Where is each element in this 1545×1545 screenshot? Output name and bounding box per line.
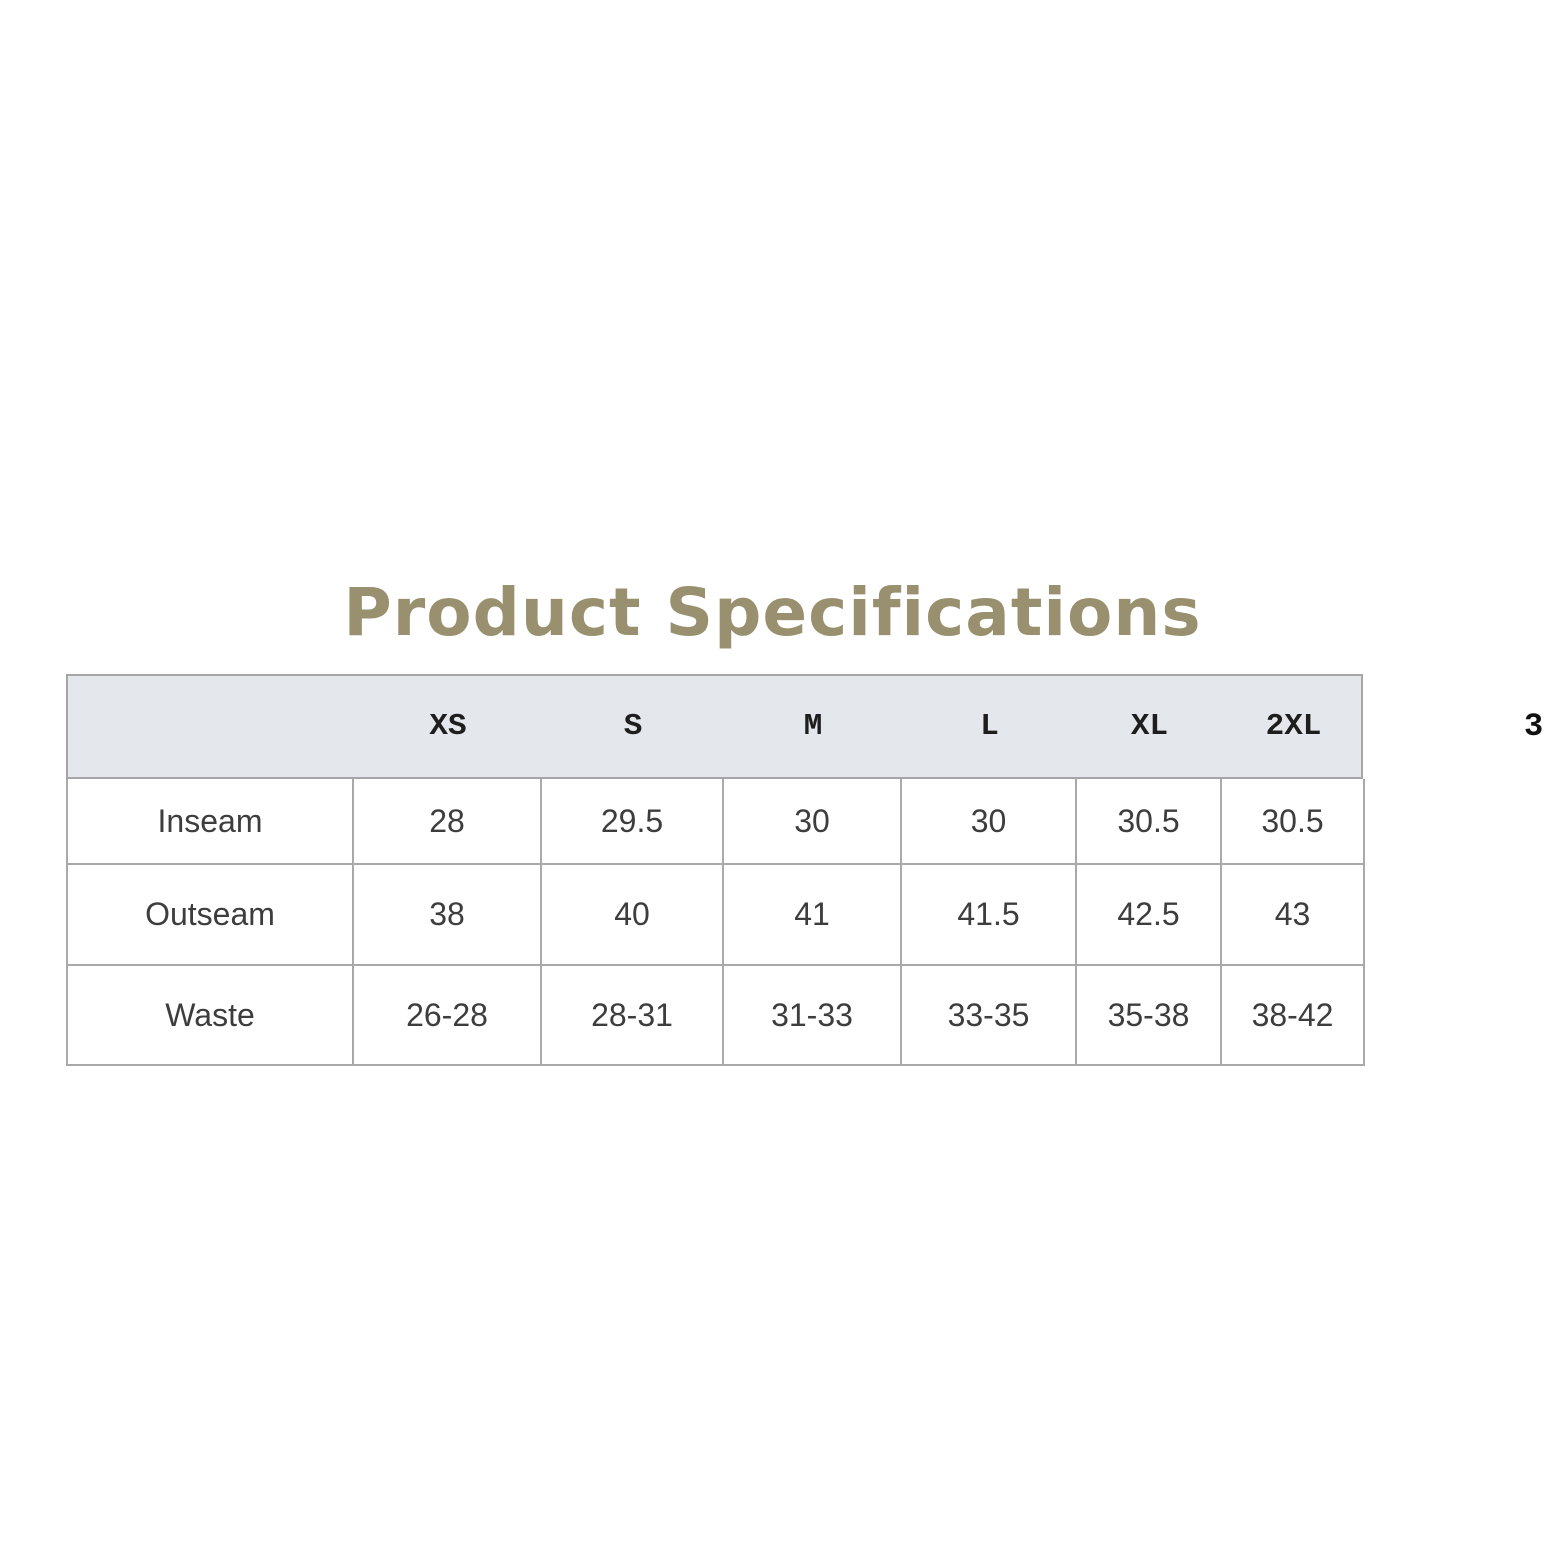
header-cell-2xl: 2XL (1265, 709, 1322, 744)
cell-outseam-xl: 42.5 (1077, 865, 1222, 966)
page-title: Product Specifications (343, 574, 1202, 652)
cell-inseam-m: 30 (724, 779, 902, 865)
cell-inseam-xl: 30.5 (1077, 779, 1222, 865)
cell-outseam-m: 41 (724, 865, 902, 966)
cell-waste-xl: 35-38 (1077, 966, 1222, 1066)
cell-inseam-s: 29.5 (542, 779, 724, 865)
cell-inseam-xs: 28 (354, 779, 542, 865)
header-cell-empty (68, 676, 354, 777)
row-label-waste: Waste (68, 966, 354, 1066)
cell-waste-s: 28-31 (542, 966, 724, 1066)
table-header-row: XS S M L XL 2XL (66, 674, 1363, 779)
cropped-edge-text: 3 (1524, 708, 1544, 745)
header-cell-m: M (803, 709, 823, 744)
cell-outseam-2xl: 43 (1222, 865, 1365, 966)
cell-waste-xs: 26-28 (354, 966, 542, 1066)
cell-outseam-xs: 38 (354, 865, 542, 966)
cell-waste-2xl: 38-42 (1222, 966, 1365, 1066)
row-label-inseam: Inseam (68, 779, 354, 865)
size-spec-table: XS S M L XL 2XL Inseam 28 29.5 30 30 30.… (66, 674, 1365, 1066)
cell-outseam-s: 40 (542, 865, 724, 966)
cell-inseam-2xl: 30.5 (1222, 779, 1365, 865)
cell-outseam-l: 41.5 (902, 865, 1077, 966)
header-cell-xl: XL (1130, 709, 1169, 744)
table-body: Inseam 28 29.5 30 30 30.5 30.5 Outseam 3… (66, 779, 1365, 1066)
header-cell-s: S (623, 709, 643, 744)
row-label-outseam: Outseam (68, 865, 354, 966)
header-cell-xs: XS (429, 709, 467, 744)
cell-waste-m: 31-33 (724, 966, 902, 1066)
cell-waste-l: 33-35 (902, 966, 1077, 1066)
cell-inseam-l: 30 (902, 779, 1077, 865)
header-cell-l: L (980, 709, 999, 744)
